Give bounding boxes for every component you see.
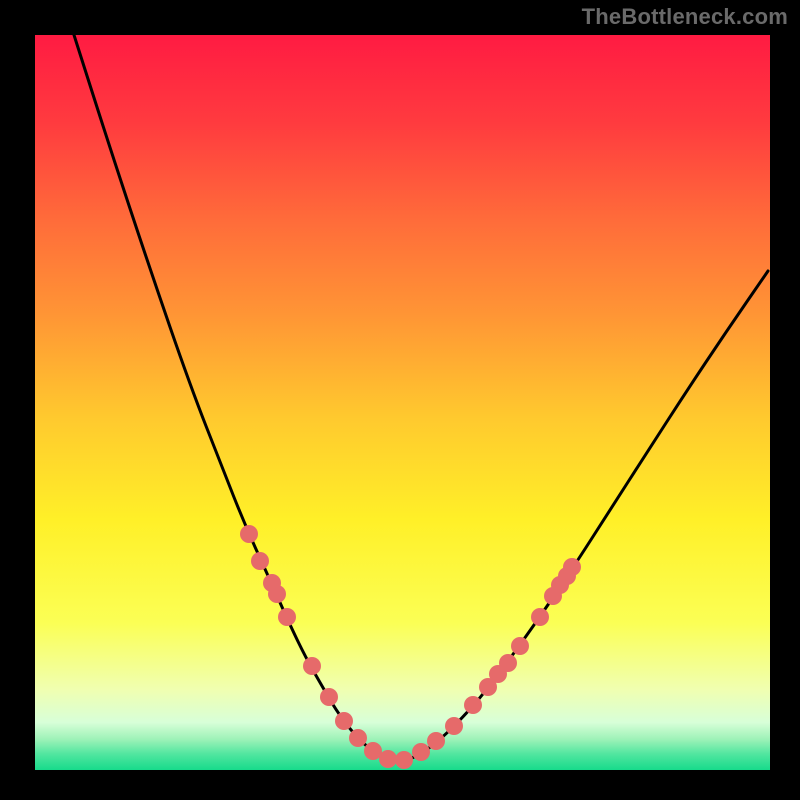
curve-marker [335, 712, 353, 730]
curve-marker [412, 743, 430, 761]
curve-marker [499, 654, 517, 672]
curve-marker [320, 688, 338, 706]
curve-marker [278, 608, 296, 626]
curve-marker [531, 608, 549, 626]
curve-marker [240, 525, 258, 543]
curve-marker [349, 729, 367, 747]
curve-marker [268, 585, 286, 603]
curve-marker [395, 751, 413, 769]
curve-marker [379, 750, 397, 768]
curve-marker [427, 732, 445, 750]
curve-marker [511, 637, 529, 655]
curve-marker [464, 696, 482, 714]
chart-background [35, 35, 770, 770]
curve-marker [563, 558, 581, 576]
watermark-text: TheBottleneck.com [582, 4, 788, 30]
bottleneck-curve-chart [35, 35, 770, 770]
curve-marker [445, 717, 463, 735]
curve-marker [251, 552, 269, 570]
curve-marker [303, 657, 321, 675]
chart-container: TheBottleneck.com [0, 0, 800, 800]
